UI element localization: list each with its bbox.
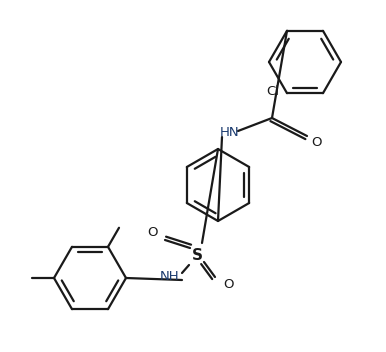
Text: HN: HN [220,126,240,139]
Text: O: O [148,226,158,239]
Text: O: O [224,277,234,290]
Text: S: S [191,247,203,263]
Text: NH: NH [160,270,180,283]
Text: Cl: Cl [266,85,279,98]
Text: O: O [312,136,322,149]
